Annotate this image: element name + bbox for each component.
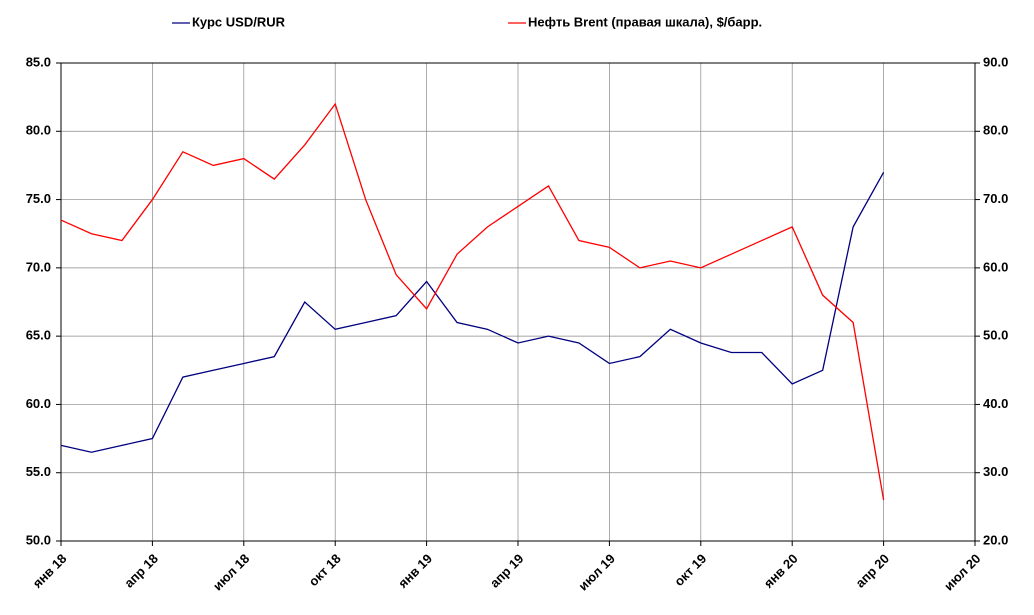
y-tick-label: 50.0 xyxy=(26,532,51,547)
y-tick-label: 70.0 xyxy=(26,259,51,274)
y2-tick-label: 30.0 xyxy=(983,464,1008,479)
y2-tick-label: 20.0 xyxy=(983,532,1008,547)
series-line xyxy=(60,102,885,501)
legend-label: Курс USD/RUR xyxy=(192,14,286,29)
x-tick-label: янв 18 xyxy=(30,551,70,591)
x-tick-label: апр 20 xyxy=(852,551,892,591)
y-tick-label: 60.0 xyxy=(26,396,51,411)
x-tick-label: янв 20 xyxy=(761,551,801,591)
y2-tick-label: 60.0 xyxy=(983,259,1008,274)
y2-tick-label: 70.0 xyxy=(983,191,1008,206)
x-tick-label: апр 18 xyxy=(121,551,161,591)
x-tick-label: янв 19 xyxy=(395,551,435,591)
y-tick-label: 65.0 xyxy=(26,328,51,343)
y-tick-label: 55.0 xyxy=(26,464,51,479)
x-tick-label: июл 19 xyxy=(575,551,618,594)
y2-tick-label: 80.0 xyxy=(983,123,1008,138)
y-tick-label: 80.0 xyxy=(26,123,51,138)
y-tick-label: 75.0 xyxy=(26,191,51,206)
x-tick-label: окт 18 xyxy=(306,551,344,589)
y-tick-label: 85.0 xyxy=(26,54,51,69)
x-tick-label: июл 18 xyxy=(210,551,253,594)
x-tick-label: июл 20 xyxy=(941,551,984,594)
x-tick-label: окт 19 xyxy=(671,551,709,589)
y2-tick-label: 90.0 xyxy=(983,54,1008,69)
plot-frame xyxy=(60,62,976,542)
series-line xyxy=(60,171,885,453)
y2-tick-label: 40.0 xyxy=(983,396,1008,411)
y2-tick-label: 50.0 xyxy=(983,328,1008,343)
x-tick-label: апр 19 xyxy=(487,551,527,591)
legend-label: Нефть Brent (правая шкала), $/барр. xyxy=(528,14,762,29)
